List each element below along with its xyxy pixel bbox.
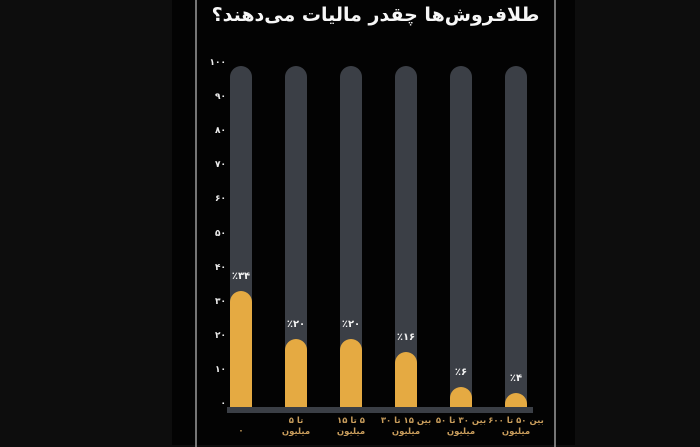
bar-value-label-6: ٪۴ bbox=[509, 373, 523, 385]
bar-value-label-5: ٪۶ bbox=[454, 366, 468, 378]
bar-track-6 bbox=[505, 66, 527, 407]
y-axis-tick-label-50: ۵۰ bbox=[215, 228, 226, 239]
bar-value-label-3: ٪۲۰ bbox=[341, 318, 361, 330]
bar-fill-4 bbox=[395, 352, 417, 407]
x-axis-category-label-1: ۰ bbox=[238, 426, 244, 436]
bar-fill-2 bbox=[285, 338, 307, 407]
y-axis-tick-label-20: ۲۰ bbox=[215, 330, 226, 341]
image-right-edge-line bbox=[554, 0, 556, 447]
y-axis-tick-label-60: ۶۰ bbox=[215, 194, 226, 205]
y-axis-tick-label-70: ۷۰ bbox=[215, 160, 226, 171]
bar-value-label-1: ٪۳۴ bbox=[231, 271, 251, 283]
bar-track-2 bbox=[285, 66, 307, 407]
bar-fill-1 bbox=[230, 291, 252, 407]
image-left-edge-line bbox=[195, 0, 197, 447]
x-axis-category-label-4: بین ۱۵ تا ۳۰ میلیون bbox=[380, 416, 432, 437]
bar-fill-6 bbox=[505, 393, 527, 407]
y-axis-tick-label-80: ۸۰ bbox=[215, 126, 226, 137]
y-axis-tick-label-100: ۱۰۰ bbox=[209, 58, 226, 68]
x-axis-category-label-2: تا ۵ میلیون bbox=[281, 416, 311, 437]
bar-track-4 bbox=[395, 66, 417, 407]
bar-track-5 bbox=[450, 66, 472, 407]
y-axis-tick-label-40: ۴۰ bbox=[215, 262, 226, 273]
bar-fill-5 bbox=[450, 386, 472, 407]
y-axis-tick-label-0: ۰ bbox=[220, 399, 227, 409]
y-axis-tick-label-10: ۱۰ bbox=[215, 364, 226, 375]
bar-value-label-4: ٪۱۶ bbox=[396, 332, 416, 344]
y-axis-tick-label-90: ۹۰ bbox=[215, 92, 226, 103]
bar-fill-3 bbox=[340, 338, 362, 407]
bar-value-label-2: ٪۲۰ bbox=[286, 318, 306, 330]
x-axis-category-label-5: بین ۳۰ تا ۵۰ میلیون bbox=[435, 416, 487, 437]
y-axis-tick-label-30: ۳۰ bbox=[215, 296, 226, 307]
axis-baseline bbox=[227, 407, 533, 413]
x-axis-category-label-3: ۵ تا ۱۵ میلیون bbox=[336, 416, 366, 437]
bar-track-3 bbox=[340, 66, 362, 407]
x-axis-category-label-6: بین ۵۰ تا ۶۰۰ میلیون bbox=[488, 416, 544, 437]
chart-title: طلافروش‌ها چقدر مالیات می‌دهند؟ bbox=[211, 4, 540, 26]
